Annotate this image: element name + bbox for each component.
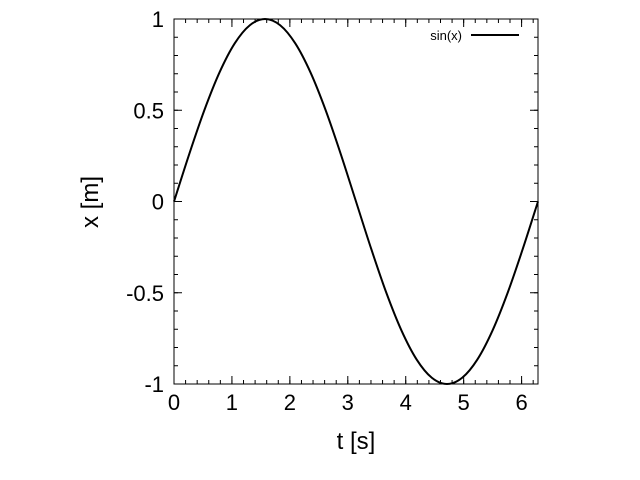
y-axis-title: x [m] bbox=[77, 176, 104, 228]
legend-label: sin(x) bbox=[430, 28, 462, 43]
x-tick-label: 1 bbox=[226, 390, 238, 415]
series-line-sin bbox=[173, 17, 539, 386]
y-tick-label: 1 bbox=[152, 7, 164, 32]
x-tick-label: 2 bbox=[284, 390, 296, 415]
x-tick-labels: 0 1 2 3 4 5 6 bbox=[168, 390, 528, 415]
x-tick-label: 0 bbox=[168, 390, 180, 415]
legend: sin(x) bbox=[430, 28, 519, 43]
x-tick-label: 4 bbox=[400, 390, 412, 415]
series-lines bbox=[173, 17, 539, 386]
y-tick-label: 0.5 bbox=[133, 98, 164, 123]
y-tick-labels: 1 0.5 0 -0.5 -1 bbox=[126, 7, 164, 397]
x-axis-title: t [s] bbox=[337, 428, 376, 455]
x-tick-label: 6 bbox=[515, 390, 527, 415]
plot-frame bbox=[173, 18, 539, 385]
y-tick-label: -0.5 bbox=[126, 281, 164, 306]
y-tick-label: 0 bbox=[152, 190, 164, 215]
x-tick-label: 5 bbox=[458, 390, 470, 415]
x-tick-label: 3 bbox=[342, 390, 354, 415]
y-tick-label: -1 bbox=[144, 372, 164, 397]
